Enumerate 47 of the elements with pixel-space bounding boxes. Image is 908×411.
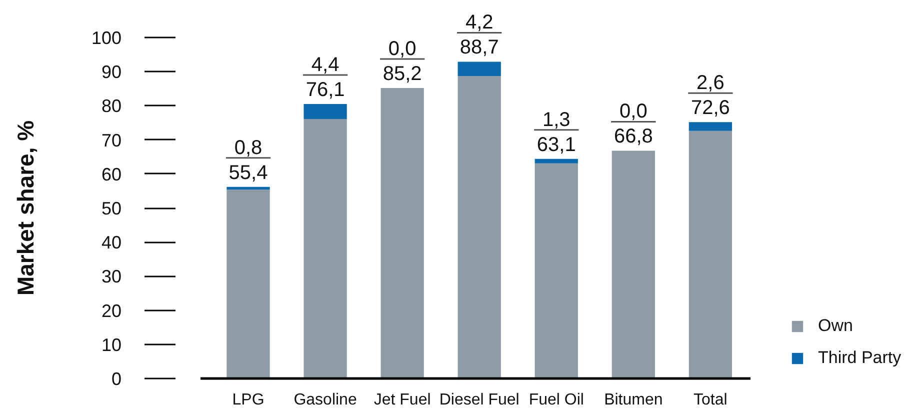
data-label: 55,4	[228, 162, 268, 184]
data-label: 72,6	[690, 97, 730, 120]
data-label: 4,4	[311, 54, 340, 76]
bar	[304, 104, 347, 119]
data-label: 2,6	[696, 72, 724, 94]
bar	[688, 122, 732, 131]
data-label: 85,2	[382, 62, 422, 85]
data-label: 63,1	[536, 134, 576, 156]
y-tick-label: 0	[111, 369, 122, 389]
x-tick-label: Diesel Fuel	[439, 392, 520, 408]
y-tick-label: 10	[101, 334, 122, 355]
bar	[458, 76, 501, 378]
data-label: 4,2	[465, 12, 494, 34]
legend-label: Own	[818, 316, 853, 336]
x-tick-label: Jet Fuel	[374, 392, 431, 408]
y-axis-title: Market share, %	[12, 120, 38, 296]
bar	[612, 150, 655, 378]
x-tick-label: Gasoline	[294, 392, 357, 408]
y-tick-label: 90	[101, 62, 122, 82]
bar	[226, 190, 270, 378]
data-label: 1,3	[542, 108, 570, 131]
y-tick-label: 100	[91, 28, 122, 48]
bar	[304, 119, 347, 378]
bar	[458, 62, 501, 76]
data-label: 0,0	[620, 100, 648, 123]
y-tick-label: 70	[101, 130, 122, 150]
x-tick-label: Fuel Oil	[528, 392, 584, 408]
data-label: 88,7	[460, 36, 499, 59]
data-label: 0,8	[234, 136, 262, 159]
x-tick-label: LPG	[232, 392, 264, 408]
bar	[534, 163, 578, 378]
legend-label: Third Party	[818, 348, 902, 368]
data-label: 0,0	[388, 38, 416, 60]
y-tick-label: 30	[101, 266, 122, 287]
bar	[380, 88, 424, 378]
bar	[226, 186, 270, 190]
data-label: 76,1	[306, 78, 345, 101]
bar	[534, 158, 578, 164]
x-tick-label: Bitumen	[604, 392, 663, 408]
data-label: 66,8	[614, 126, 653, 148]
y-tick-label: 40	[101, 232, 122, 253]
y-tick-label: 60	[101, 164, 122, 184]
bar	[688, 130, 732, 378]
y-tick-label: 50	[101, 198, 122, 218]
y-tick-label: 80	[101, 96, 122, 116]
y-tick-label: 20	[101, 300, 122, 321]
x-tick-label: Total	[694, 392, 728, 408]
